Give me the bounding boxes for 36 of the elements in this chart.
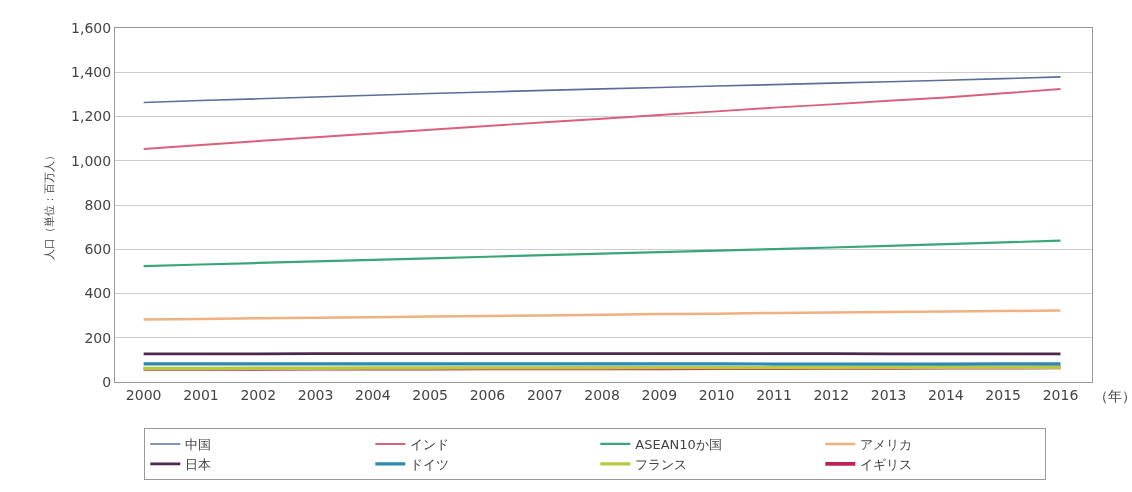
- legend-label: アメリカ: [860, 437, 913, 453]
- legend-label: 中国: [185, 437, 212, 453]
- x-tick-label: 2001: [183, 386, 219, 403]
- x-tick-label: 2011: [756, 386, 792, 403]
- x-tick-label: 2012: [813, 386, 850, 403]
- y-tick-label: 600: [84, 241, 112, 258]
- x-axis-title: （年）: [1094, 388, 1132, 404]
- x-tick-label: 2014: [928, 386, 964, 403]
- x-tick-label: 2006: [469, 386, 506, 403]
- legend-label: イギリス: [860, 456, 913, 472]
- x-tick-label: 2013: [870, 386, 907, 403]
- x-tick-label: 2003: [297, 386, 334, 403]
- y-tick-label: 1,000: [71, 152, 112, 169]
- y-tick-label: 200: [84, 329, 112, 346]
- x-tick-label: 2008: [584, 386, 620, 403]
- x-tick-label: 2016: [1042, 386, 1079, 403]
- x-tick-label: 2002: [240, 386, 277, 403]
- y-tick-label: 400: [84, 285, 112, 302]
- y-tick-label: 1,200: [71, 108, 112, 125]
- x-tick-label: 2005: [412, 386, 448, 403]
- legend-label: ドイツ: [410, 456, 450, 472]
- x-tick-label: 2000: [125, 386, 162, 403]
- y-tick-label: 1,600: [71, 19, 112, 36]
- legend-label: 日本: [185, 456, 212, 472]
- x-tick-label: 2004: [355, 386, 391, 403]
- x-tick-label: 2010: [698, 386, 735, 403]
- legend-label: フランス: [635, 456, 688, 472]
- y-axis-title: 人口（単位：百万人）: [42, 150, 56, 260]
- x-tick-label: 2015: [985, 386, 1021, 403]
- legend-label: ASEAN10か国: [635, 437, 722, 453]
- x-tick-label: 2007: [526, 386, 563, 403]
- legend-label: インド: [410, 437, 450, 453]
- y-tick-label: 0: [102, 373, 112, 390]
- x-tick-label: 2009: [641, 386, 678, 403]
- y-tick-label: 800: [84, 196, 112, 213]
- y-tick-label: 1,400: [71, 64, 112, 81]
